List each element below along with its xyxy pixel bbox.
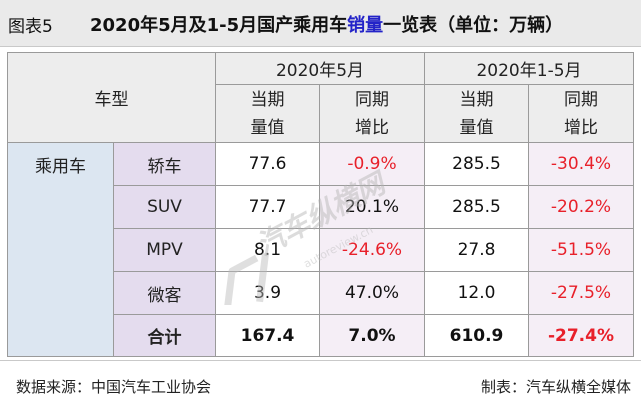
table-row: SUV 77.7 20.1% 285.5 -20.2% (8, 185, 634, 229)
month-yoy: -24.6% (319, 228, 425, 272)
ytd-value: 27.8 (424, 228, 529, 272)
header-month-current-l2: 量值 (250, 117, 285, 138)
month-yoy: -0.9% (319, 142, 425, 186)
data-source: 数据来源：中国汽车工业协会 (16, 378, 212, 396)
total-label: 合计 (113, 314, 216, 357)
month-yoy: 47.0% (319, 271, 425, 315)
group-label: 乘用车 (35, 157, 86, 177)
table-row: 乘用车 轿车 77.6 -0.9% 285.5 -30.4% (7, 142, 634, 357)
header-month-yoy-l2: 增比 (355, 117, 389, 138)
header-ytd-current-l2: 量值 (459, 117, 494, 138)
header-month-yoy-l1: 同期 (355, 89, 389, 110)
table-row: 微客 3.9 47.0% 12.0 -27.5% (8, 271, 634, 315)
row-type: 微客 (113, 271, 216, 315)
header-model-label: 车型 (94, 90, 129, 110)
month-value: 8.1 (215, 228, 320, 272)
header-month-current-l1: 当期 (250, 89, 285, 110)
footer: 数据来源：中国汽车工业协会 制表：汽车纵横全媒体 (0, 360, 641, 414)
title-post: 一览表（单位：万辆） (383, 15, 564, 36)
header-period-ytd: 2020年1-5月 (424, 52, 634, 85)
header-row-metric: 当期量值 同期增比 当期量值 同期增比 (8, 84, 634, 143)
total-month-value: 167.4 (215, 314, 320, 357)
table-maker: 制表：汽车纵横全媒体 (480, 378, 631, 396)
header-row-period: 车型 2020年5月 2020年1-5月 (7, 52, 634, 143)
group-cell: 乘用车 (7, 142, 114, 357)
header-period-month: 2020年5月 (215, 52, 425, 85)
title-pre: 2020年5月及1-5月国产乘用车 (90, 15, 348, 36)
header-month-yoy: 同期 增比 (319, 84, 425, 143)
header-ytd-yoy-l2: 增比 (564, 117, 598, 138)
ytd-value: 285.5 (424, 185, 529, 229)
row-type: SUV (113, 185, 216, 229)
ytd-yoy: -30.4% (528, 142, 634, 186)
ytd-yoy: -51.5% (528, 228, 634, 272)
header-ytd-yoy: 同期 增比 (528, 84, 634, 143)
month-value: 77.7 (215, 185, 320, 229)
total-month-yoy: 7.0% (319, 314, 425, 357)
figure-number: 图表5 (8, 17, 53, 37)
table-row: MPV 8.1 -24.6% 27.8 -51.5% (8, 228, 634, 272)
header-ytd-yoy-l1: 同期 (564, 89, 598, 110)
month-value: 77.6 (215, 142, 320, 186)
total-ytd-yoy: -27.4% (528, 314, 634, 357)
month-value: 3.9 (215, 271, 320, 315)
header-month-current: 当期 量值 (215, 84, 320, 143)
row-type: MPV (113, 228, 216, 272)
row-type: 轿车 (113, 142, 216, 186)
table-title: 2020年5月及1-5月国产乘用车销量一览表（单位：万辆） (90, 11, 563, 37)
ytd-yoy: -27.5% (528, 271, 634, 315)
header-period-month-label: 2020年5月 (275, 61, 365, 81)
total-ytd-value: 610.9 (424, 314, 529, 357)
ytd-value: 285.5 (424, 142, 529, 186)
header-period-ytd-label: 2020年1-5月 (476, 61, 582, 81)
header-ytd-current-l1: 当期 (459, 89, 494, 110)
header-ytd-current: 当期 量值 (424, 84, 529, 143)
month-yoy: 20.1% (319, 185, 425, 229)
header-model-cell: 车型 (7, 52, 216, 143)
total-row: 合计 167.4 7.0% 610.9 -27.4% (8, 314, 634, 357)
sales-table: 车型 2020年5月 2020年1-5月 当期量值 同期增比 当期量值 同期增比… (7, 52, 634, 357)
ytd-value: 12.0 (424, 271, 529, 315)
title-highlight: 销量 (347, 15, 384, 36)
title-bar: 图表5 2020年5月及1-5月国产乘用车销量一览表（单位：万辆） (0, 0, 641, 47)
ytd-yoy: -20.2% (528, 185, 634, 229)
